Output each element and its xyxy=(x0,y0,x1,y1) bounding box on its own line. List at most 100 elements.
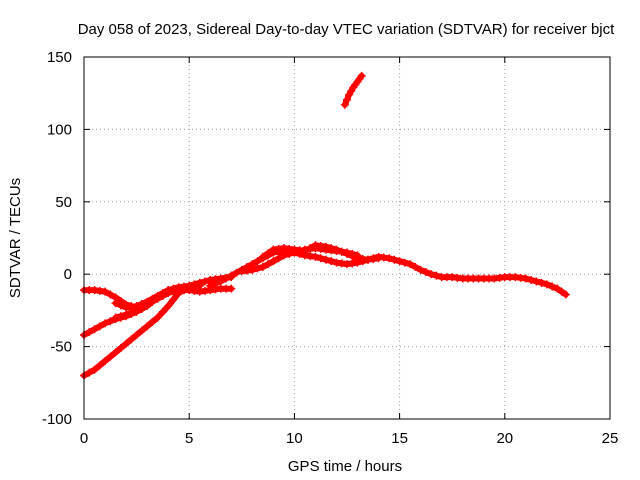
y-tick-label: -50 xyxy=(50,339,72,356)
data-point xyxy=(264,260,273,269)
series-arc-i xyxy=(340,71,366,109)
data-point xyxy=(106,317,115,326)
data-point xyxy=(148,296,157,305)
data-point xyxy=(111,313,120,322)
data-point xyxy=(427,270,436,279)
data-point xyxy=(195,278,204,287)
x-tick-label: 0 xyxy=(80,430,88,447)
data-point xyxy=(385,254,394,263)
series-arc-e xyxy=(111,284,236,322)
data-point xyxy=(553,284,562,293)
plot-frame xyxy=(83,56,611,420)
data-point xyxy=(90,365,99,374)
data-point xyxy=(548,282,557,291)
data-point xyxy=(116,344,125,353)
data-point xyxy=(222,274,231,283)
data-point xyxy=(390,255,399,264)
data-point xyxy=(137,326,146,335)
data-point xyxy=(557,287,566,296)
data-point xyxy=(90,325,99,334)
data-point xyxy=(332,245,341,254)
data-point xyxy=(248,265,257,274)
data-point xyxy=(406,260,415,269)
data-point xyxy=(132,306,141,315)
data-point xyxy=(85,368,94,377)
y-tick-label: 150 xyxy=(47,49,72,66)
data-point xyxy=(227,284,236,293)
data-point xyxy=(143,300,152,309)
data-point xyxy=(116,301,125,310)
data-point xyxy=(321,242,330,251)
series-line xyxy=(259,242,569,298)
grid-lines xyxy=(84,57,610,419)
data-point xyxy=(364,255,373,264)
data-point xyxy=(127,335,136,344)
data-point xyxy=(164,302,173,311)
data-point xyxy=(101,319,110,328)
chart-title: Day 058 of 2023, Sidereal Day-to-day VTE… xyxy=(78,21,615,38)
data-point xyxy=(95,322,104,331)
data-point xyxy=(561,290,570,299)
data-point xyxy=(164,289,173,298)
y-tick-label: 50 xyxy=(55,194,72,211)
data-point xyxy=(137,303,146,312)
data-point xyxy=(227,271,236,280)
data-point xyxy=(158,291,167,300)
data-point xyxy=(216,277,225,286)
data-point xyxy=(116,312,125,321)
data-point xyxy=(101,287,110,296)
data-point xyxy=(542,280,551,289)
series-arc-a xyxy=(80,281,204,380)
data-point xyxy=(395,257,404,266)
data-point xyxy=(337,247,346,256)
data-point xyxy=(327,244,336,253)
data-point xyxy=(258,262,267,271)
x-tick-label: 15 xyxy=(391,430,408,447)
data-point xyxy=(258,252,267,261)
data-point xyxy=(343,249,351,258)
data-point xyxy=(111,348,120,357)
data-point xyxy=(400,258,409,267)
data-point xyxy=(348,252,357,261)
data-series xyxy=(80,71,570,380)
data-point xyxy=(369,254,378,263)
data-point xyxy=(132,331,141,340)
y-tick-label: -100 xyxy=(42,411,72,428)
data-point xyxy=(321,255,330,264)
x-tick-label: 10 xyxy=(286,430,303,447)
data-point xyxy=(357,71,366,80)
data-point xyxy=(537,278,546,287)
data-point xyxy=(148,317,157,326)
data-point xyxy=(101,357,110,366)
data-point xyxy=(169,287,178,296)
data-point xyxy=(106,290,115,299)
data-point xyxy=(143,322,152,331)
data-point xyxy=(343,95,351,104)
y-tick-label: 100 xyxy=(47,121,72,138)
data-point xyxy=(269,257,278,266)
tick-labels: 0 5 10 15 20 25 -100 -50 0 50 100 150 xyxy=(42,49,618,447)
data-point xyxy=(211,279,220,288)
data-point xyxy=(527,275,536,284)
x-tick-label: 20 xyxy=(496,430,513,447)
data-point xyxy=(122,339,131,348)
x-tick-label: 5 xyxy=(185,430,193,447)
series-arc-h xyxy=(258,241,570,299)
data-point xyxy=(253,264,262,273)
data-point xyxy=(327,257,336,266)
data-point xyxy=(106,352,115,361)
data-point xyxy=(416,265,425,274)
data-point xyxy=(264,249,273,258)
data-point xyxy=(127,308,136,317)
data-point xyxy=(95,361,104,370)
data-point xyxy=(306,244,315,253)
data-point xyxy=(340,100,349,109)
data-point xyxy=(411,262,420,271)
data-point xyxy=(153,293,162,302)
data-point xyxy=(111,299,120,308)
axis-ticks xyxy=(83,56,611,420)
data-point xyxy=(279,251,288,260)
data-point xyxy=(316,254,325,263)
data-point xyxy=(300,247,309,256)
